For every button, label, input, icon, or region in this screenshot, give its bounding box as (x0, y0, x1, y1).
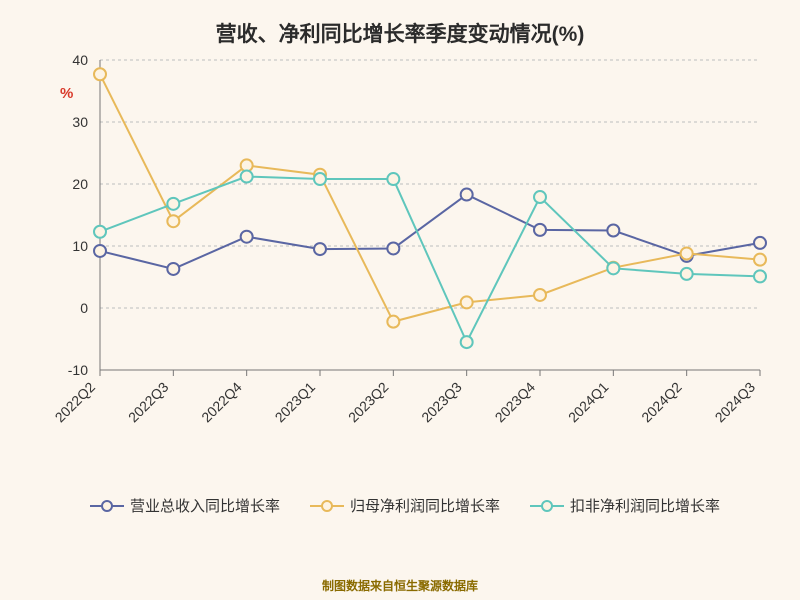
legend-swatch-icon (530, 499, 564, 513)
legend-label: 扣非净利润同比增长率 (570, 495, 720, 516)
x-tick-label: 2023Q3 (418, 379, 465, 426)
x-tick-label: 2024Q1 (565, 379, 612, 426)
series-marker-net_profit (94, 68, 106, 80)
legend-item-adj_net_profit: 扣非净利润同比增长率 (530, 495, 720, 516)
legend-label: 归母净利润同比增长率 (350, 495, 500, 516)
series-marker-adj_net_profit (681, 268, 693, 280)
x-tick-label: 2023Q2 (345, 379, 392, 426)
y-tick-label: 0 (80, 300, 88, 316)
series-marker-revenue (754, 237, 766, 249)
legend-label: 营业总收入同比增长率 (130, 495, 280, 516)
chart-plot: -10 0 10 20 30 40 2022Q2 2022Q3 2022Q4 2023Q1 2023… (0, 0, 800, 490)
series-marker-revenue (461, 189, 473, 201)
series-marker-adj_net_profit (387, 173, 399, 185)
series-marker-revenue (314, 243, 326, 255)
series-marker-revenue (607, 225, 619, 237)
chart-title: 营收、净利同比增长率季度变动情况(%) (0, 18, 800, 48)
x-tick-label: 2022Q2 (52, 379, 99, 426)
series-marker-revenue (387, 242, 399, 254)
series-marker-net_profit (681, 247, 693, 259)
series-marker-net_profit (461, 296, 473, 308)
series-marker-revenue (94, 245, 106, 257)
x-tick-label: 2022Q3 (125, 379, 172, 426)
series-marker-revenue (534, 224, 546, 236)
x-tick-label: 2023Q4 (492, 379, 539, 426)
y-tick-label: 20 (72, 176, 88, 192)
series-marker-adj_net_profit (607, 262, 619, 274)
series-marker-adj_net_profit (534, 191, 546, 203)
legend-swatch-icon (310, 499, 344, 513)
legend-item-revenue: 营业总收入同比增长率 (90, 495, 280, 516)
series-marker-net_profit (167, 215, 179, 227)
series-marker-adj_net_profit (461, 336, 473, 348)
x-tick-label: 2023Q1 (272, 379, 319, 426)
y-axis-unit: % (60, 85, 73, 102)
series-marker-adj_net_profit (754, 270, 766, 282)
series-marker-revenue (167, 263, 179, 275)
chart-container: 营收、净利同比增长率季度变动情况(%) % -10 0 10 20 30 40 2022Q2… (0, 0, 800, 600)
y-tick-label: 40 (72, 52, 88, 68)
series-marker-adj_net_profit (167, 198, 179, 210)
legend-swatch-icon (90, 499, 124, 513)
series-marker-net_profit (387, 316, 399, 328)
y-tick-label: 10 (72, 238, 88, 254)
legend-item-net_profit: 归母净利润同比增长率 (310, 495, 500, 516)
chart-footer-note: 制图数据来自恒生聚源数据库 (0, 577, 800, 594)
series-marker-net_profit (754, 254, 766, 266)
series-marker-adj_net_profit (314, 173, 326, 185)
series-line-net_profit (100, 74, 760, 321)
x-tick-label: 2024Q3 (712, 379, 759, 426)
y-tick-label: -10 (68, 362, 88, 378)
series-marker-revenue (241, 231, 253, 243)
series-marker-adj_net_profit (94, 226, 106, 238)
series-marker-adj_net_profit (241, 171, 253, 183)
y-tick-label: 30 (72, 114, 88, 130)
series-marker-net_profit (534, 289, 546, 301)
x-tick-label: 2022Q4 (198, 379, 245, 426)
chart-legend: 营业总收入同比增长率 归母净利润同比增长率 扣非净利润同比增长率 (90, 495, 760, 516)
x-tick-label: 2024Q2 (638, 379, 685, 426)
